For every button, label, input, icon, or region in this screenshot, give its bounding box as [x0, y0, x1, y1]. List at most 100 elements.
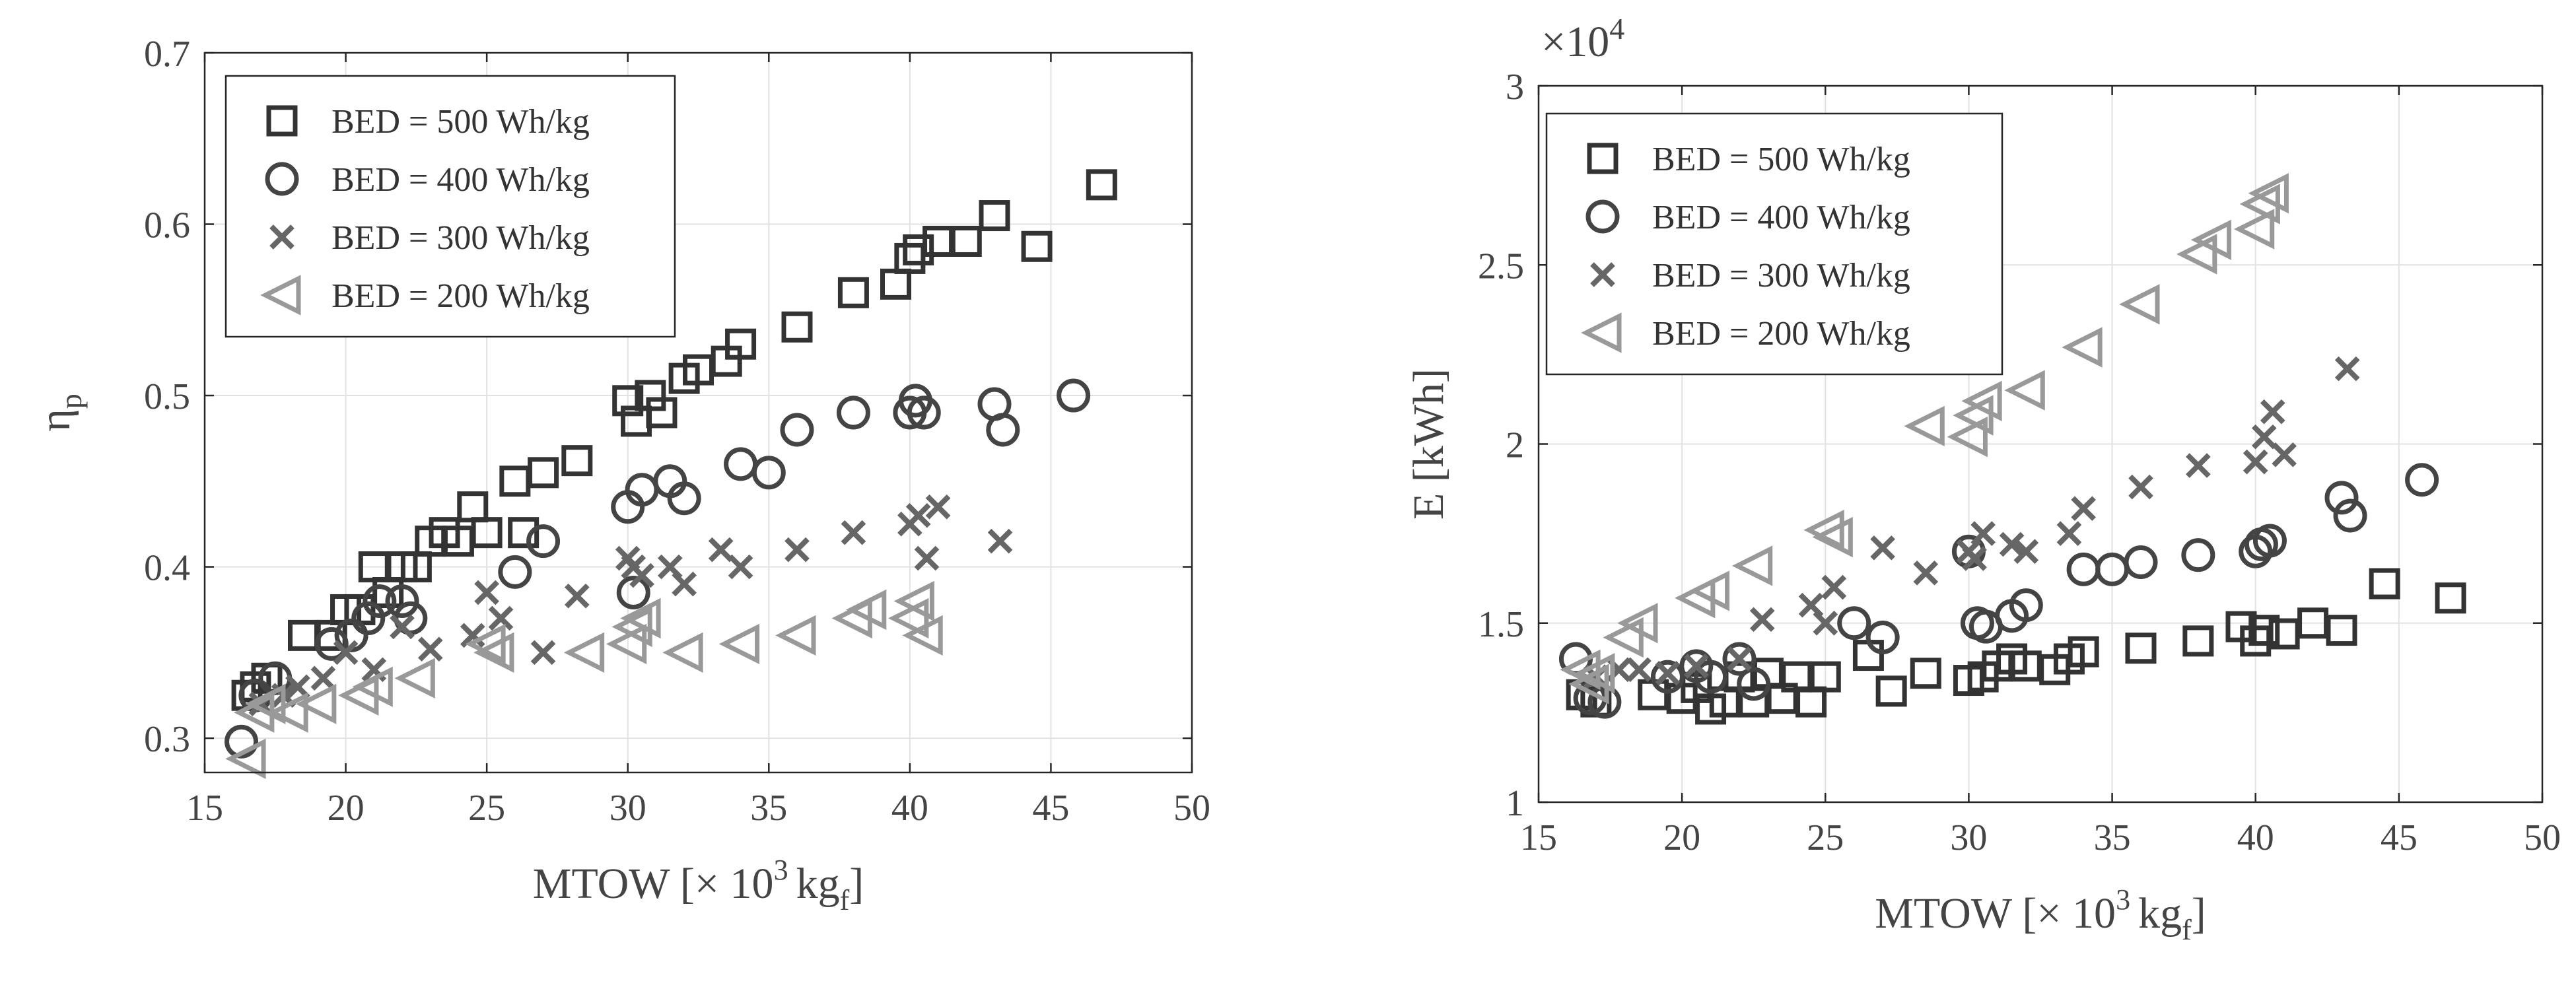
legend-marker-square — [266, 105, 298, 137]
data-point-circle — [1650, 660, 1685, 694]
data-point-x — [1870, 535, 1895, 561]
data-point-triangle-left — [1617, 603, 1658, 644]
energy-chart: 15 20 25 30 35 40 45 50 1 1.5 2 2.5 3 BED = 500 Wh/kg… — [1405, 12, 2561, 946]
data-point-circle — [2181, 538, 2215, 572]
x-tick-label: 25 — [468, 788, 505, 829]
data-point-circle — [385, 584, 419, 618]
data-point-circle — [1722, 642, 1757, 676]
x-tick-label: 40 — [2237, 817, 2274, 858]
legend-label: BED = 200 Wh/kg — [1652, 315, 1910, 353]
data-point-triangle-left — [2233, 209, 2275, 250]
x-tick-label: 15 — [186, 788, 223, 829]
data-point-circle — [498, 555, 532, 589]
y-tick-label: 0.5 — [144, 376, 190, 417]
data-point-x — [1913, 560, 1939, 586]
data-point-x — [2251, 424, 2277, 450]
data-point-x — [914, 545, 940, 571]
x-tick-label: 45 — [2381, 817, 2418, 858]
y-axis-multiplier: ×104 — [1541, 12, 1624, 66]
data-point-square — [1086, 169, 1117, 201]
data-point-x — [310, 666, 336, 691]
data-point-x — [565, 583, 590, 609]
x-tick-label: 25 — [1807, 817, 1844, 858]
data-point-x — [417, 636, 443, 662]
data-point-circle — [2324, 481, 2359, 515]
data-point-triangle-left — [611, 606, 652, 648]
data-point-x — [488, 605, 514, 631]
data-point-x — [629, 563, 654, 588]
x-tick-label: 30 — [1950, 817, 1987, 858]
data-point-square — [894, 242, 926, 274]
data-point-circle — [1865, 620, 1900, 654]
legend-label: BED = 300 Wh/kg — [1652, 257, 1910, 294]
data-point-circle — [667, 481, 701, 516]
data-point-square — [1875, 675, 1907, 707]
legend-marker-circle — [265, 162, 299, 196]
y-tick-label: 0.3 — [144, 719, 190, 760]
legend-label: BED = 500 Wh/kg — [1652, 141, 1910, 178]
data-point-x — [2186, 453, 2211, 478]
legend-label: BED = 500 Wh/kg — [331, 103, 590, 141]
data-point-triangle-left — [1961, 380, 2002, 422]
data-point-square — [1910, 658, 1941, 689]
y-tick-label: 2.5 — [1478, 246, 1524, 287]
data-point-x — [1655, 660, 1681, 686]
y-axis-label: E [kWh] — [1405, 368, 1453, 520]
data-point-x — [1749, 607, 1775, 633]
data-point-x — [333, 640, 359, 666]
legend-label: BED = 300 Wh/kg — [331, 219, 590, 257]
y-tick-label: 0.6 — [144, 205, 190, 246]
data-point-square — [561, 445, 593, 477]
data-point-square — [781, 311, 813, 343]
data-point-x — [708, 537, 734, 563]
y-tick-label: 2 — [1506, 425, 1524, 466]
data-point-x — [530, 640, 556, 666]
legend-marker-circle — [1585, 199, 1620, 234]
data-point-x — [987, 528, 1013, 554]
data-point-x — [1821, 574, 1847, 600]
data-point-triangle-left — [2176, 234, 2217, 275]
data-point-x — [905, 502, 931, 528]
data-point-x — [2260, 399, 2285, 425]
data-point-triangle-left — [1812, 516, 1853, 558]
data-point-x — [2334, 356, 2360, 382]
data-point-triangle-left — [245, 683, 286, 724]
data-point-square — [950, 225, 982, 257]
x-axis-label: MTOW [× 103 kgf] — [1875, 883, 2206, 946]
data-point-triangle-left — [2190, 219, 2232, 260]
data-point-square — [471, 517, 503, 549]
data-point-triangle-left — [893, 580, 934, 622]
data-point-square — [646, 397, 678, 428]
data-point-x — [2071, 496, 2096, 521]
x-tick-label: 45 — [1032, 788, 1069, 829]
legend-label: BED = 400 Wh/kg — [331, 161, 590, 199]
plot-frame — [203, 51, 1193, 774]
data-point-x — [2056, 521, 2082, 546]
x-tick-label: 15 — [1520, 817, 1557, 858]
data-point-triangle-left — [1568, 664, 1609, 704]
data-point-triangle-left — [394, 658, 435, 699]
data-point-square — [2182, 625, 2214, 657]
data-point-circle — [1057, 378, 1091, 413]
data-point-circle — [314, 627, 349, 661]
data-point-square — [903, 234, 934, 265]
data-point-circle — [363, 584, 397, 618]
data-point-circle — [616, 576, 650, 609]
data-point-x — [925, 494, 951, 520]
data-point-circle — [1737, 667, 1771, 701]
data-point-circle — [2124, 545, 2158, 580]
data-point-triangle-left — [1904, 405, 1945, 447]
data-point-triangle-left — [2062, 327, 2103, 368]
data-point-x — [1999, 531, 2025, 557]
data-point-x — [1962, 546, 1987, 571]
data-point-x — [1684, 654, 1709, 679]
data-point-triangle-left — [718, 623, 760, 665]
data-point-circle — [2333, 498, 2367, 533]
data-point-triangle-left — [2119, 284, 2160, 325]
x-tick-label: 35 — [750, 788, 787, 829]
data-point-square — [1021, 230, 1053, 262]
data-point-square — [508, 517, 540, 549]
data-point-triangle-left — [473, 632, 514, 673]
data-point-triangle-left — [662, 632, 703, 673]
